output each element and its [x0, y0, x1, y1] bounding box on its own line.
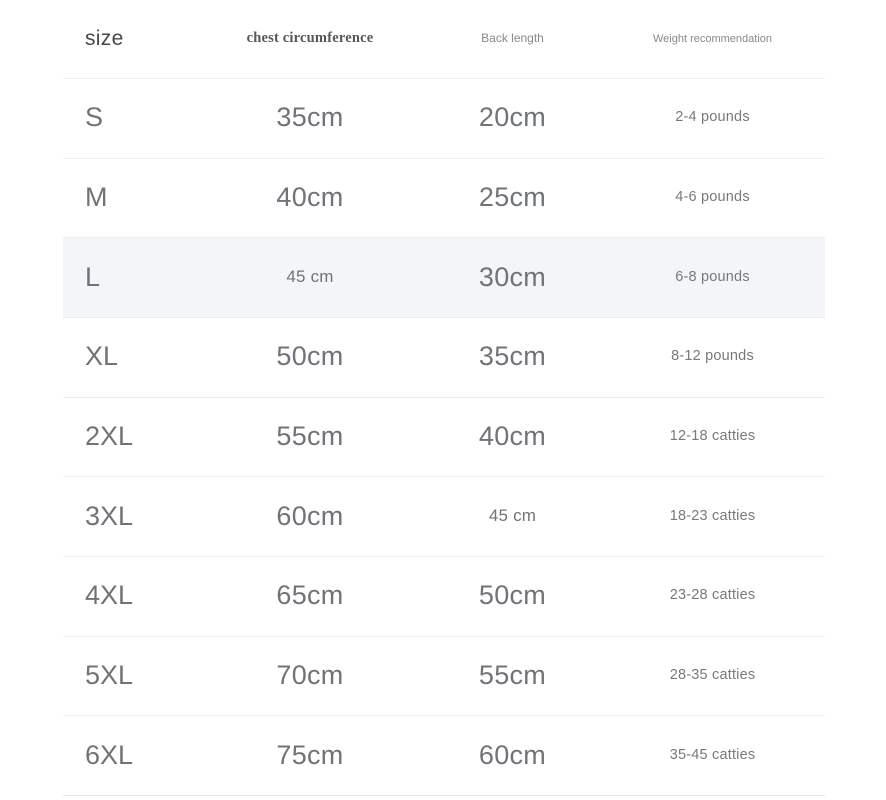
weight-recommendation-value: 35-45 catties [669, 746, 756, 763]
column-header-weight-recommendation: Weight recommendation [652, 32, 773, 45]
table-row[interactable]: 5XL 70cm 55cm 28-35 catties [63, 637, 825, 717]
table-row[interactable]: S 35cm 20cm 2-4 pounds [63, 79, 825, 159]
table-row[interactable]: 2XL 55cm 40cm 12-18 catties [63, 398, 825, 478]
back-length-value: 30cm [478, 261, 547, 292]
chest-circumference-value: 40cm [276, 182, 344, 213]
chest-circumference-value: 45 cm [286, 267, 334, 287]
size-label: 2XL [85, 421, 134, 452]
chest-circumference-value: 70cm [276, 660, 344, 691]
back-length-value: 55cm [478, 660, 547, 691]
weight-recommendation-value: 2-4 pounds [675, 109, 750, 126]
weight-recommendation-value: 23-28 catties [669, 587, 756, 604]
weight-recommendation-value: 18-23 catties [669, 507, 756, 524]
back-length-value: 50cm [478, 580, 547, 611]
back-length-value: 25cm [478, 182, 547, 213]
back-length-value: 60cm [478, 739, 547, 770]
size-label: 6XL [85, 739, 134, 770]
table-row[interactable]: 4XL 65cm 50cm 23-28 catties [63, 557, 825, 637]
size-label: L [85, 261, 101, 292]
size-label: 5XL [85, 660, 134, 691]
chest-circumference-value: 65cm [276, 580, 344, 611]
size-chart-table: size chest circumference Back length Wei… [63, 0, 825, 796]
back-length-value: 40cm [478, 421, 547, 452]
weight-recommendation-value: 8-12 pounds [671, 348, 754, 365]
chest-circumference-value: 35cm [276, 102, 344, 133]
weight-recommendation-value: 12-18 catties [669, 427, 756, 444]
back-length-value: 45 cm [488, 506, 537, 526]
size-label: 3XL [85, 500, 134, 531]
table-header-row: size chest circumference Back length Wei… [63, 0, 825, 79]
weight-recommendation-value: 4-6 pounds [675, 189, 750, 206]
size-label: M [85, 182, 108, 213]
chest-circumference-value: 60cm [276, 500, 344, 531]
size-label: XL [85, 341, 119, 372]
back-length-value: 35cm [478, 341, 547, 372]
table-row[interactable]: L 45 cm 30cm 6-8 pounds [63, 238, 825, 318]
weight-recommendation-value: 6-8 pounds [675, 268, 750, 285]
chest-circumference-value: 50cm [276, 341, 344, 372]
table-row[interactable]: M 40cm 25cm 4-6 pounds [63, 159, 825, 239]
column-header-size: size [85, 27, 124, 51]
table-row[interactable]: 6XL 75cm 60cm 35-45 catties [63, 716, 825, 796]
chest-circumference-value: 75cm [276, 739, 344, 770]
size-label: 4XL [85, 580, 134, 611]
table-row[interactable]: 3XL 60cm 45 cm 18-23 catties [63, 477, 825, 557]
column-header-back-length: Back length [481, 31, 544, 46]
chest-circumference-value: 55cm [276, 421, 344, 452]
table-body: S 35cm 20cm 2-4 pounds M 40cm 25cm 4-6 p… [63, 79, 825, 796]
weight-recommendation-value: 28-35 catties [669, 666, 756, 683]
size-label: S [85, 102, 104, 133]
table-row[interactable]: XL 50cm 35cm 8-12 pounds [63, 318, 825, 398]
back-length-value: 20cm [478, 102, 547, 133]
column-header-chest-circumference: chest circumference [246, 30, 374, 47]
